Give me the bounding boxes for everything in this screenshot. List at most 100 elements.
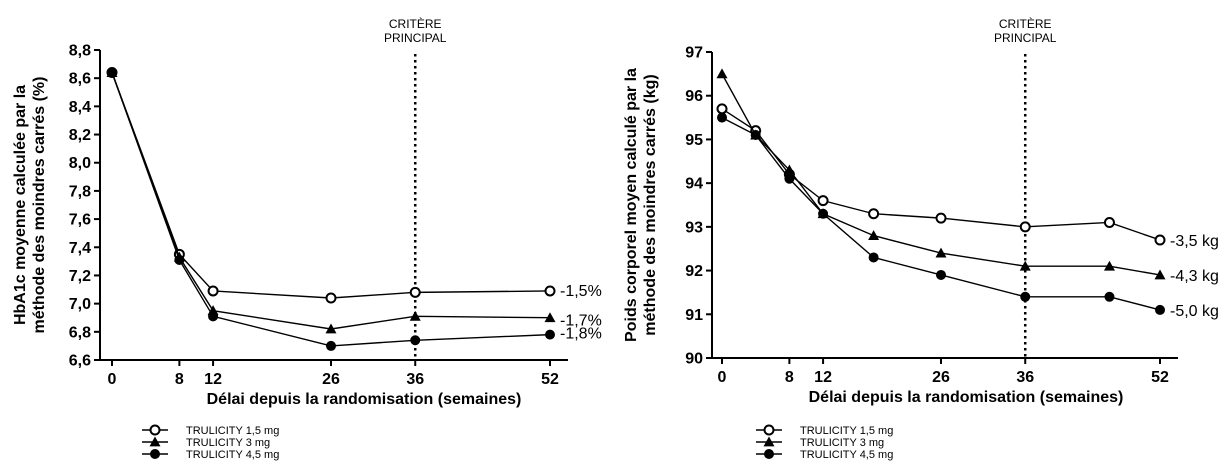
weight-y-tick-label: 93 — [685, 219, 703, 236]
hba1c-series-3: -1,8% — [107, 67, 602, 351]
hba1c-data-point — [174, 254, 185, 265]
hba1c-legend-marker — [149, 424, 161, 436]
hba1c-legend-label: TRULICITY 1,5 mg — [186, 425, 279, 437]
hba1c-data-point — [409, 286, 421, 298]
hba1c-series-1: -1,5% — [106, 67, 602, 304]
weight-data-point — [1019, 260, 1031, 271]
hba1c-data-point — [326, 340, 336, 351]
hba1c-x-tick-label: 36 — [406, 371, 424, 388]
hba1c-y-tick-label: 8,0 — [69, 155, 91, 172]
hba1c-reference-label: CRITÈRE — [389, 16, 442, 31]
weight-legend-label: TRULICITY 4,5 mg — [800, 449, 893, 461]
hba1c-y-axis-title: HbA1c moyenne calculée par la — [12, 85, 29, 325]
weight-y-tick-label: 91 — [685, 307, 703, 324]
hba1c-data-point — [107, 67, 117, 78]
weight-data-point — [716, 68, 728, 79]
weight-legend-label: TRULICITY 1,5 mg — [800, 425, 893, 437]
hba1c-y-tick-label: 6,6 — [69, 353, 91, 370]
hba1c-x-tick-label: 52 — [541, 371, 559, 388]
weight-y-tick-label: 92 — [685, 263, 703, 280]
weight-x-tick-label: 52 — [1151, 369, 1169, 386]
weight-data-point — [1154, 234, 1166, 246]
weight-end-label: -5,0 kg — [1170, 303, 1219, 320]
weight-end-label: -3,5 kg — [1170, 233, 1219, 250]
weight-legend-label: TRULICITY 3 mg — [800, 437, 884, 449]
hba1c-y-tick-label: 7,8 — [69, 183, 91, 200]
hba1c-data-point — [545, 329, 555, 340]
hba1c-x-tick-label: 12 — [204, 371, 222, 388]
hba1c-end-label: -1,8% — [560, 326, 602, 343]
hba1c-y-tick-label: 8,2 — [69, 127, 91, 144]
weight-legend-marker — [763, 436, 775, 447]
weight-data-point — [784, 173, 795, 184]
weight-legend-marker — [764, 449, 774, 459]
hba1c-data-point — [208, 311, 219, 322]
weight-y-tick-label: 96 — [685, 88, 703, 105]
hba1c-x-tick-label: 8 — [175, 371, 184, 388]
hba1c-legend-marker — [150, 449, 160, 459]
hba1c-end-label: -1,7% — [560, 313, 602, 330]
weight-end-label: -4,3 kg — [1170, 268, 1219, 285]
hba1c-end-label: -1,5% — [560, 283, 602, 300]
weight-x-tick-label: 12 — [814, 369, 832, 386]
weight-data-point — [1154, 269, 1166, 280]
hba1c-legend-marker — [149, 436, 161, 447]
weight-x-tick-label: 8 — [785, 369, 794, 386]
weight-legend-marker — [763, 424, 775, 436]
hba1c-legend-label: TRULICITY 3 mg — [186, 437, 270, 449]
weight-data-point — [868, 230, 880, 240]
weight-data-point — [1103, 216, 1115, 228]
weight-data-point — [935, 212, 947, 224]
hba1c-series-line — [111, 72, 551, 347]
weight-chart: 90 91 92 93 94 95 96 97 0 8 12 26 36 52 Délai depuis l… — [623, 16, 1219, 461]
weight-y-axis-title: Poids corporel moyen calculé par la — [623, 68, 640, 342]
weight-data-point — [750, 130, 761, 141]
weight-x-tick-label: 36 — [1016, 369, 1034, 386]
weight-x-tick-label: 26 — [932, 369, 950, 386]
hba1c-data-point — [325, 323, 337, 334]
weight-data-point — [716, 103, 728, 115]
weight-series-3: -5,0 kg — [717, 112, 1219, 320]
weight-data-point — [1019, 221, 1031, 233]
hba1c-chart: 6,6 6,8 7,0 7,2 7,4 7,6 7,8 8,0 8,2 8,4 8,6 8,8 0 8 12… — [12, 16, 602, 461]
hba1c-x-axis-title: Délai depuis la randomisation (semaines) — [207, 391, 522, 408]
weight-y-tick-label: 90 — [685, 351, 703, 368]
hba1c-x-tick-label: 26 — [322, 371, 340, 388]
weight-reference-label: PRINCIPAL — [994, 31, 1057, 45]
weight-y-axis-title: méthode des moindres carrés (kg) — [642, 74, 659, 335]
weight-y-tick-label: 94 — [685, 176, 703, 193]
hba1c-x-tick-label: 0 — [108, 371, 117, 388]
hba1c-y-tick-label: 8,6 — [69, 71, 91, 88]
weight-data-point — [868, 252, 879, 263]
weight-y-tick-label: 97 — [685, 45, 703, 62]
hba1c-data-point — [409, 310, 421, 321]
hba1c-data-point — [410, 335, 421, 346]
weight-series-1: -3,5 kg — [716, 103, 1219, 250]
weight-data-point — [717, 112, 727, 123]
hba1c-data-point — [325, 292, 337, 304]
hba1c-series-2: -1,7% — [106, 67, 602, 334]
hba1c-y-tick-label: 7,6 — [69, 212, 91, 229]
weight-data-point — [868, 208, 880, 220]
weight-x-axis-title: Délai depuis la randomisation (semaines) — [809, 389, 1124, 406]
hba1c-y-tick-label: 7,2 — [69, 268, 91, 285]
hba1c-y-tick-label: 7,0 — [69, 296, 91, 313]
hba1c-reference-label: PRINCIPAL — [384, 31, 447, 45]
hba1c-data-point — [207, 285, 219, 297]
hba1c-y-tick-label: 8,4 — [69, 99, 91, 116]
hba1c-data-point — [544, 285, 556, 297]
hba1c-y-tick-label: 6,8 — [69, 324, 91, 341]
weight-data-point — [935, 247, 947, 258]
weight-data-point — [817, 195, 829, 207]
hba1c-y-axis-title: méthode des moindres carrés (%) — [31, 77, 48, 334]
hba1c-series-line — [111, 72, 551, 330]
hba1c-y-tick-label: 7,4 — [69, 240, 91, 257]
weight-data-point — [818, 208, 829, 219]
weight-data-point — [783, 164, 795, 175]
weight-data-point — [1020, 291, 1031, 302]
hba1c-y-tick-label: 8,8 — [69, 43, 91, 60]
hba1c-series-line — [111, 72, 551, 299]
